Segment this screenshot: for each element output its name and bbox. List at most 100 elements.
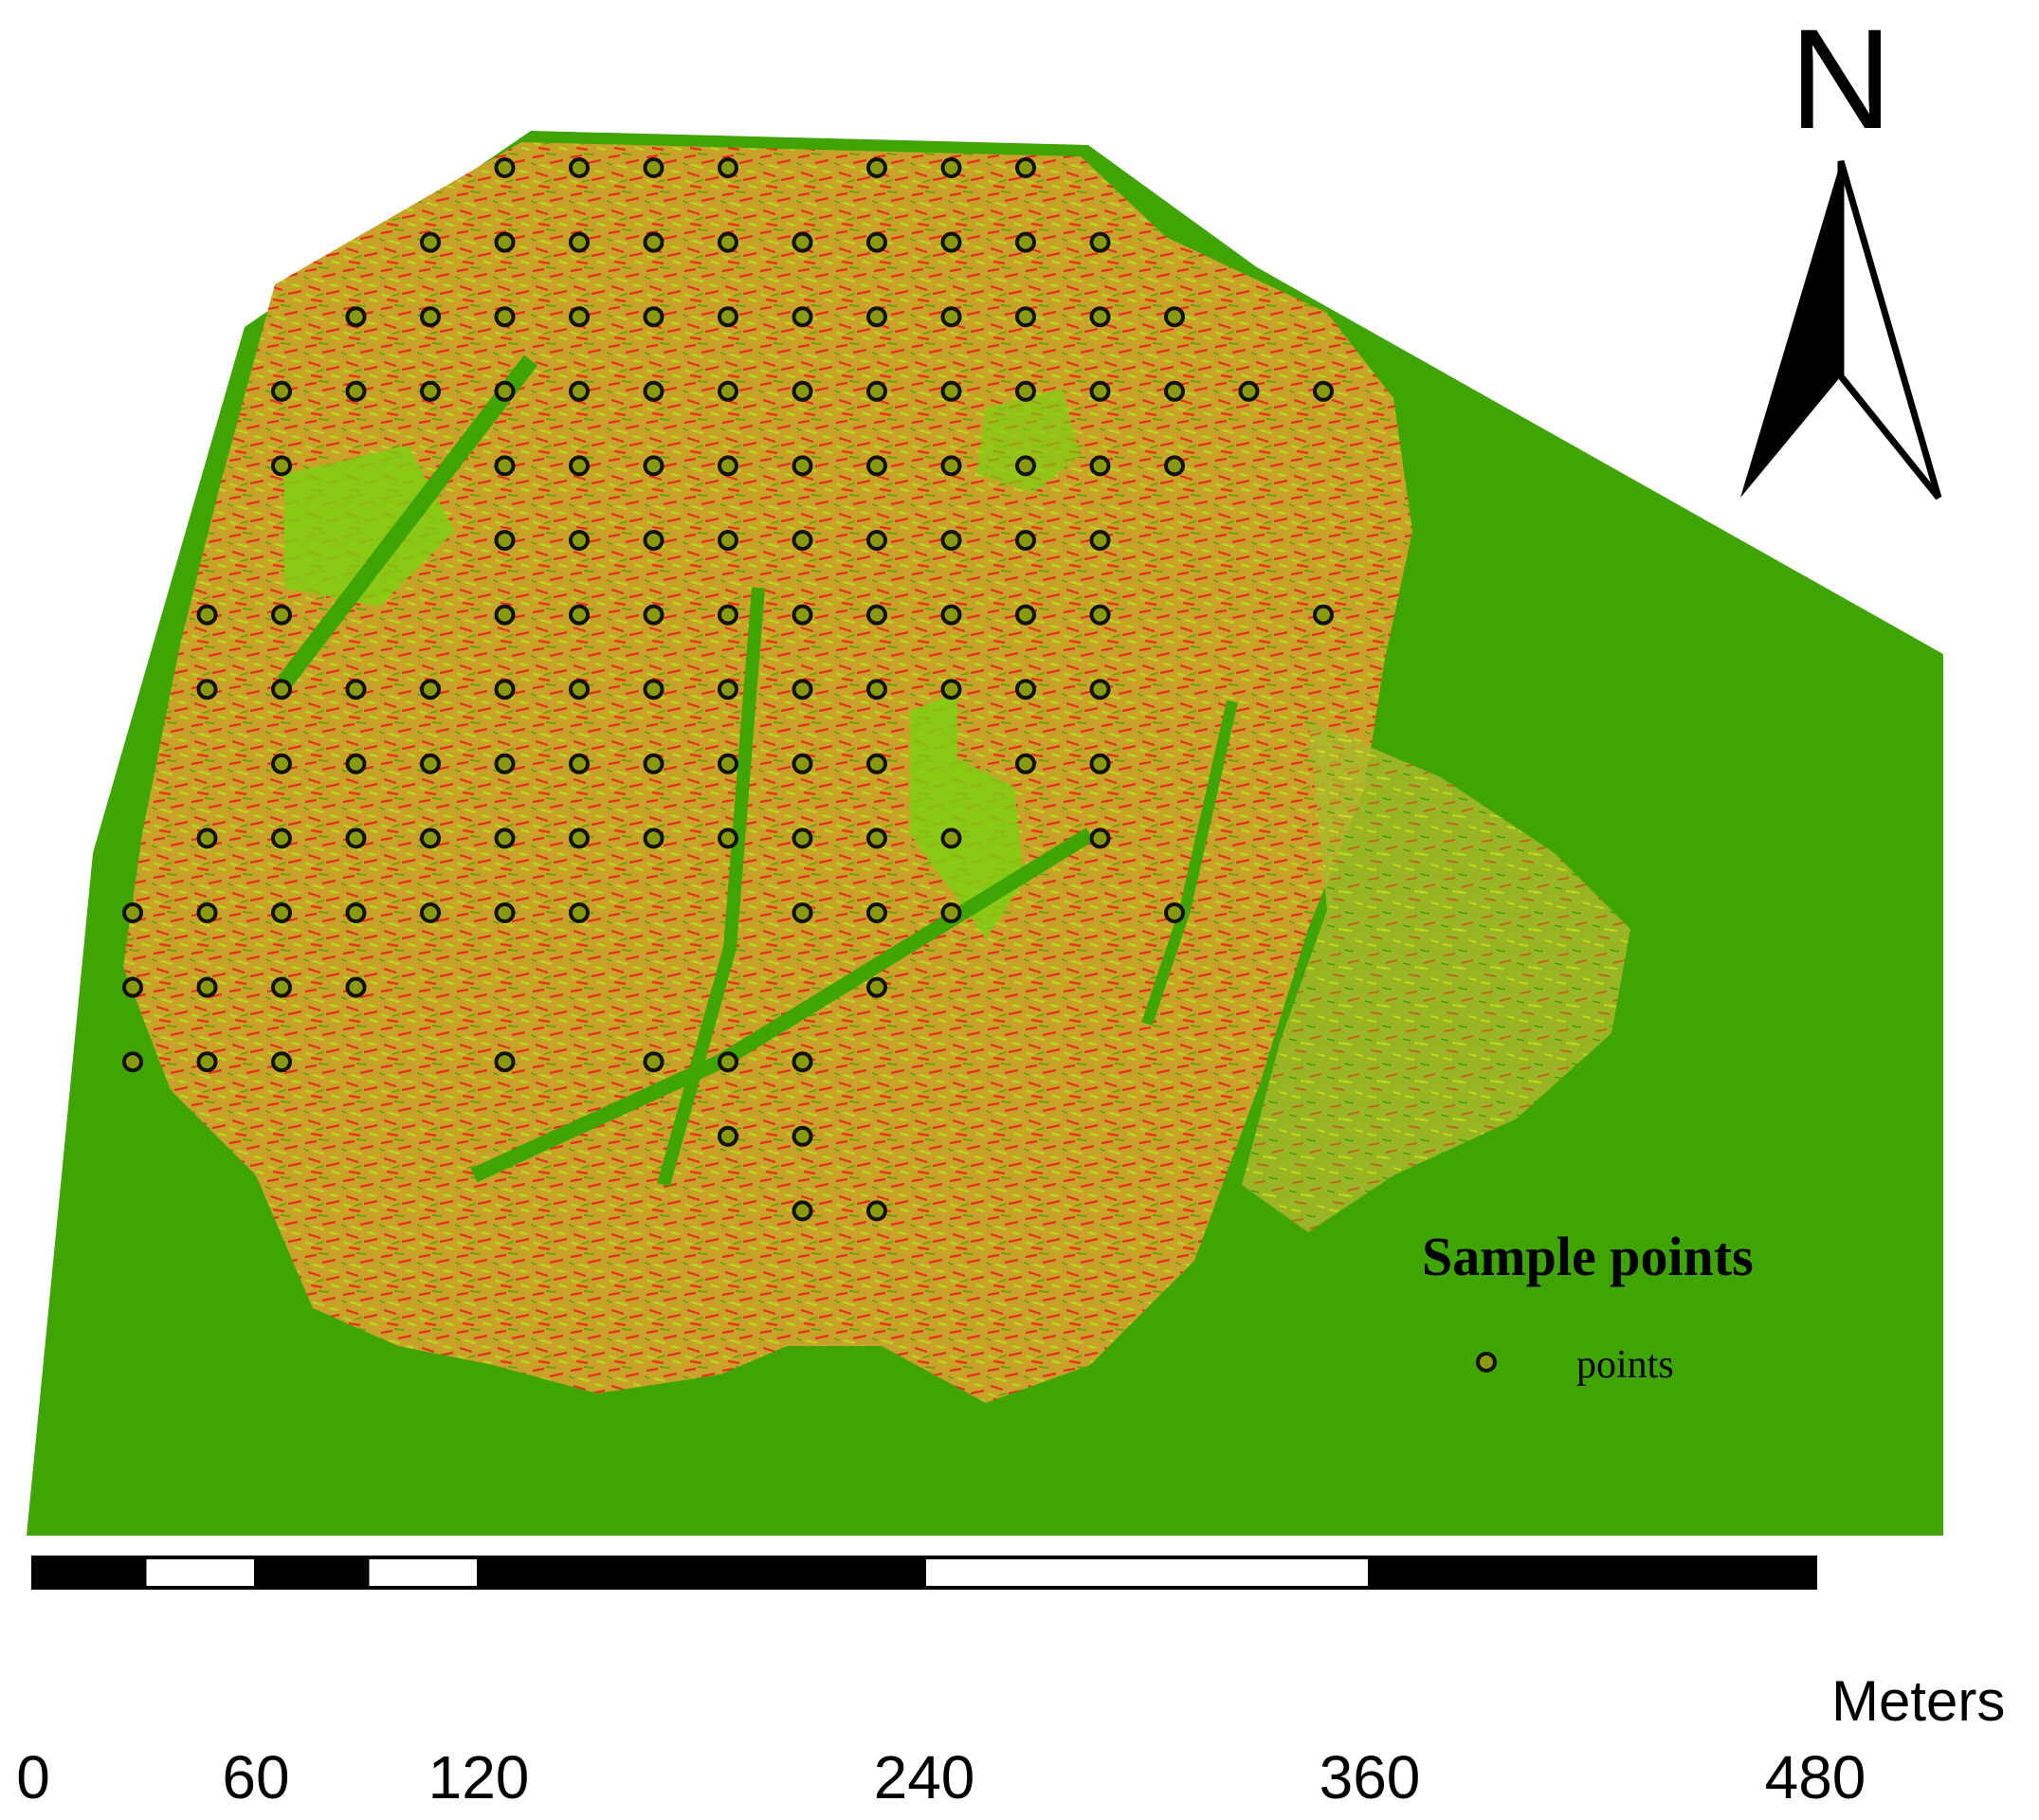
sample-point: [718, 380, 738, 402]
sample-point: [345, 828, 367, 849]
sample-point: [792, 306, 813, 328]
sample-point: [1164, 380, 1185, 402]
sample-point: [866, 455, 887, 477]
sample-point: [1015, 306, 1036, 328]
sample-point: [940, 380, 962, 402]
sample-point: [940, 231, 962, 253]
scale-segment: [365, 1556, 481, 1590]
field-region: [123, 142, 1412, 1403]
sample-point: [494, 828, 516, 849]
legend-title: Sample points: [1422, 1226, 1754, 1287]
sample-point: [1015, 604, 1036, 626]
sample-point: [122, 976, 143, 998]
sample-point: [271, 976, 292, 998]
scale-tick-label: 240: [874, 1743, 975, 1811]
sample-point: [866, 380, 887, 402]
sample-point: [345, 753, 367, 774]
sample-point: [196, 902, 218, 923]
sample-point: [569, 753, 590, 774]
scale-segment: [142, 1556, 258, 1590]
north-letter: N: [1790, 0, 1892, 158]
scale-segment: [254, 1556, 370, 1590]
sample-point: [792, 231, 813, 253]
sample-point: [866, 231, 887, 253]
sample-point: [345, 306, 367, 328]
sample-point: [643, 604, 664, 626]
sample-point: [569, 902, 590, 923]
sample-point: [271, 679, 292, 701]
scale-bar: 0 60 120 240 360 480 Meters: [16, 1556, 2005, 1811]
sample-point: [122, 1051, 143, 1073]
sample-point: [494, 455, 516, 477]
sample-point: [1313, 604, 1334, 626]
sample-point: [1015, 753, 1036, 774]
sample-point: [940, 902, 962, 923]
sample-point: [1015, 380, 1036, 402]
sample-point: [569, 455, 590, 477]
sample-point: [494, 753, 516, 774]
sample-point: [1015, 455, 1036, 477]
sample-point: [940, 157, 962, 178]
sample-point: [494, 902, 516, 923]
field-fringe-east: [1242, 720, 1630, 1232]
sample-point: [718, 679, 738, 701]
sample-point: [271, 604, 292, 626]
scale-segment: [922, 1556, 1372, 1590]
sample-point: [196, 828, 218, 849]
sample-point: [271, 455, 292, 477]
scale-segment: [477, 1556, 926, 1590]
sample-point: [494, 306, 516, 328]
legend-item-label: points: [1576, 1343, 1674, 1387]
sample-point: [420, 679, 441, 701]
sample-point: [718, 157, 738, 178]
scale-tick-label: 480: [1765, 1743, 1866, 1811]
sample-point: [1313, 380, 1334, 402]
sample-point: [271, 380, 292, 402]
scale-tick-label: 120: [428, 1743, 530, 1811]
sample-point: [1015, 530, 1036, 551]
sample-point: [569, 828, 590, 849]
sample-point: [420, 753, 441, 774]
sample-point: [718, 1125, 738, 1147]
sample-point: [569, 380, 590, 402]
sample-point: [494, 1051, 516, 1073]
sample-point: [271, 902, 292, 923]
scale-tick-label: 60: [222, 1743, 289, 1811]
road-strip: [657, 587, 765, 1187]
sample-point: [643, 455, 664, 477]
sample-point: [940, 530, 962, 551]
north-arrow: N: [1740, 0, 1942, 500]
light-green-patch: [910, 692, 1024, 938]
sample-point: [718, 753, 738, 774]
sample-point: [792, 530, 813, 551]
sample-point: [345, 380, 367, 402]
sample-point: [1238, 380, 1260, 402]
sample-point: [643, 828, 664, 849]
sample-point: [792, 902, 813, 923]
sample-point: [792, 679, 813, 701]
sample-point: [940, 679, 962, 701]
sample-point: [866, 1200, 887, 1222]
sample-point: [940, 455, 962, 477]
sample-point: [420, 231, 441, 253]
sample-point: [866, 306, 887, 328]
sample-point: [718, 828, 738, 849]
sample-point: [792, 1125, 813, 1147]
sample-point: [569, 604, 590, 626]
sample-point: [643, 306, 664, 328]
sample-point: [494, 530, 516, 551]
scale-segment: [31, 1556, 147, 1590]
sample-point: [569, 231, 590, 253]
sample-point: [420, 380, 441, 402]
sample-point: [494, 679, 516, 701]
north-arrow-icon: [1740, 160, 1942, 500]
sample-point: [1015, 157, 1036, 178]
sample-point: [866, 679, 887, 701]
sample-point: [866, 976, 887, 998]
sample-point: [1089, 828, 1111, 849]
sample-point: [718, 530, 738, 551]
sample-point: [792, 828, 813, 849]
sample-point: [1089, 455, 1111, 477]
sample-point: [866, 530, 887, 551]
sample-point: [345, 679, 367, 701]
